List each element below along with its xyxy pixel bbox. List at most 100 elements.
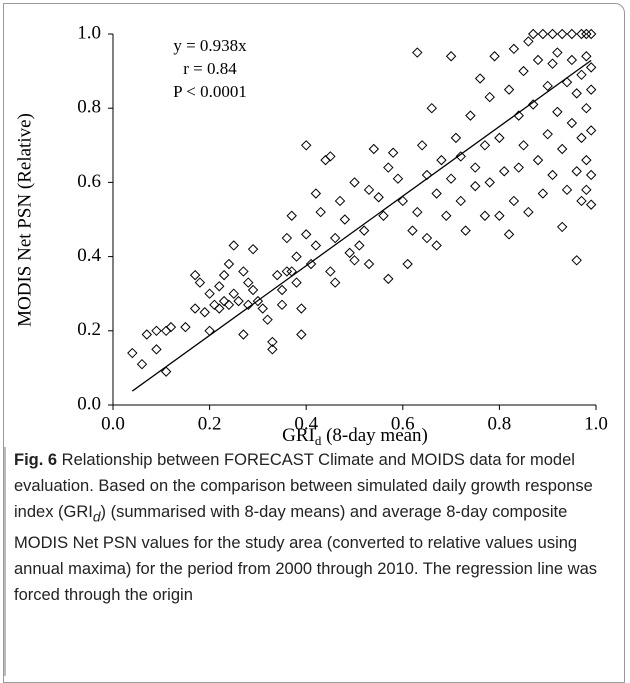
x-tick-label: 1.0: [584, 413, 608, 434]
data-point: [325, 266, 336, 277]
data-point: [585, 28, 597, 40]
data-point: [189, 303, 201, 314]
data-point: [267, 336, 278, 348]
data-point: [513, 110, 524, 121]
x-axis-label: GRId (8-day mean): [282, 425, 428, 446]
data-point: [344, 247, 355, 259]
data-point: [479, 210, 491, 221]
y-tick-label: 0.6: [77, 171, 101, 192]
data-point: [436, 154, 447, 166]
data-point: [523, 206, 534, 218]
regression-line: [131, 59, 592, 392]
data-point: [194, 277, 206, 288]
data-point: [431, 240, 442, 251]
data-point: [431, 188, 442, 199]
data-point: [199, 307, 210, 318]
data-point: [223, 299, 235, 311]
data-point: [339, 214, 351, 225]
data-point: [585, 62, 597, 73]
data-point: [474, 73, 486, 84]
data-point: [151, 325, 162, 337]
x-tick-label: 0.0: [101, 413, 125, 434]
y-tick-label: 0.4: [77, 245, 101, 266]
data-point: [300, 140, 312, 151]
caption: Fig. 6 Relationship between FORECAST Cli…: [4, 447, 620, 676]
data-point: [281, 266, 293, 277]
data-point: [542, 128, 553, 140]
data-point: [489, 51, 500, 62]
data-point: [585, 125, 597, 136]
chart: MODIS Net PSN (Relative) GRId (8-day mea…: [14, 22, 608, 446]
data-point: [310, 240, 322, 251]
caption-label: Fig. 6: [14, 451, 58, 469]
data-point: [585, 169, 597, 181]
data-point: [189, 269, 201, 281]
data-point: [218, 269, 230, 281]
data-point: [542, 80, 553, 92]
data-point: [180, 321, 191, 333]
data-point: [238, 266, 249, 277]
data-point: [136, 358, 148, 370]
data-point: [243, 299, 254, 311]
data-point: [581, 154, 592, 166]
data-point: [571, 166, 582, 177]
data-point: [532, 154, 544, 166]
x-tick-label: 0.4: [294, 413, 318, 434]
data-point: [585, 199, 597, 210]
data-point: [566, 28, 578, 40]
y-tick-label: 0.2: [77, 319, 101, 340]
data-point: [204, 288, 215, 299]
data-point: [561, 184, 573, 196]
x-tick-label: 0.6: [391, 413, 415, 434]
y-tick-label: 1.0: [77, 22, 101, 43]
data-point: [566, 117, 578, 129]
data-point: [165, 321, 177, 333]
data-point: [315, 206, 326, 218]
data-point: [214, 281, 225, 292]
data-point: [421, 169, 433, 181]
data-point: [363, 258, 375, 270]
data-point: [445, 173, 457, 184]
data-point: [426, 102, 437, 114]
annotation: r = 0.84: [183, 59, 237, 78]
data-point: [291, 277, 302, 288]
data-point: [508, 43, 520, 55]
data-point: [228, 240, 239, 251]
data-point: [383, 162, 394, 173]
data-point: [576, 28, 587, 40]
data-point: [494, 132, 505, 144]
caption-subscript: d: [92, 509, 101, 525]
y-axis-label: MODIS Net PSN (Relative): [14, 113, 35, 327]
data-point: [252, 295, 264, 307]
data-point: [286, 210, 297, 221]
data-point: [373, 192, 384, 203]
data-point: [160, 325, 172, 337]
data-point: [581, 51, 592, 62]
data-point: [547, 28, 558, 40]
x-tick-label: 0.2: [198, 413, 222, 434]
data-point: [503, 229, 515, 240]
data-point: [349, 255, 360, 266]
data-point: [402, 258, 413, 270]
data-point: [470, 162, 481, 173]
x-label-rest: (8-day mean): [321, 425, 428, 446]
y-tick-label: 0.0: [77, 393, 101, 414]
data-point: [455, 195, 466, 207]
data-point: [378, 210, 389, 221]
x-label-sub: d: [315, 433, 322, 446]
data-point: [349, 177, 360, 188]
data-point: [358, 225, 370, 236]
data-point: [537, 28, 549, 40]
data-point: [412, 206, 423, 218]
data-point: [484, 91, 495, 103]
data-point: [296, 303, 307, 314]
data-point: [571, 88, 582, 99]
data-point: [151, 344, 162, 355]
data-point: [247, 243, 259, 255]
data-point: [262, 314, 273, 325]
data-point: [334, 195, 346, 207]
data-point: [445, 51, 457, 62]
data-point: [320, 154, 331, 166]
data-point: [528, 28, 539, 40]
data-point: [547, 169, 558, 181]
